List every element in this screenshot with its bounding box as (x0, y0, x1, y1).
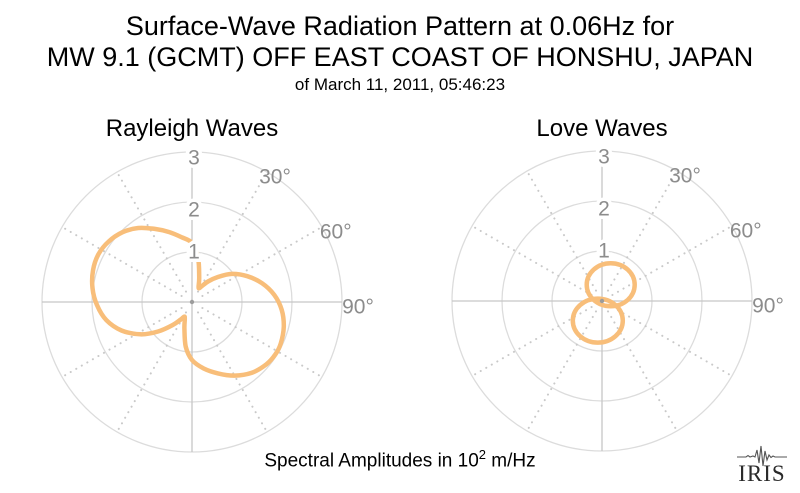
azimuth-label-90: 90° (342, 296, 374, 319)
radial-tick-label-3: 3 (188, 147, 200, 170)
azimuth-label-60: 60° (730, 220, 762, 243)
rayleigh-plot-title: Rayleigh Waves (105, 115, 279, 142)
azimuth-label-30: 30° (259, 166, 291, 189)
dotted-spoke-60 (201, 226, 323, 297)
radial-tick-label-2: 2 (188, 199, 200, 222)
seismogram-trace-icon (737, 445, 787, 467)
rayleigh-polar-plot: 1 2 3 30° 60° 90° (41, 143, 374, 453)
amplitude-units-caption: Spectral Amplitudes in 102 m/Hz (0, 447, 800, 472)
caption-prefix: Spectral Amplitudes in 10 (264, 450, 479, 472)
figure-title-date: of March 11, 2011, 05:46:23 (294, 75, 506, 94)
love-polar-plot: 1 2 3 30° 60° 90° (451, 142, 784, 452)
iris-logo-text: IRIS (738, 461, 785, 486)
figure-title-line1: Surface-Wave Radiation Pattern at 0.06Hz… (125, 11, 675, 41)
dotted-spoke-210 (526, 310, 597, 432)
dotted-spoke-330 (526, 170, 597, 292)
love-plot-title: Love Waves (536, 115, 668, 142)
caption-suffix: m/Hz (486, 450, 536, 472)
radial-tick-label-1: 1 (188, 241, 200, 264)
dotted-spoke-30 (197, 171, 268, 293)
dotted-spoke-330 (116, 171, 187, 293)
radial-tick-label-1: 1 (598, 240, 610, 263)
iris-logo: IRIS (737, 445, 787, 486)
dotted-spoke-300 (471, 225, 593, 296)
plot-center-dot (599, 298, 605, 304)
radial-tick-label-2: 2 (598, 198, 610, 221)
dotted-spoke-240 (471, 306, 593, 377)
azimuth-label-60: 60° (320, 221, 352, 244)
azimuth-label-30: 30° (669, 165, 701, 188)
azimuth-label-90: 90° (752, 295, 784, 318)
love-radiation-pattern-lobe-0 (584, 261, 637, 309)
dotted-spoke-240 (61, 307, 183, 378)
figure-title-line2: MW 9.1 (GCMT) OFF EAST COAST OF HONSHU, … (46, 42, 754, 72)
rayleigh-radiation-pattern-curve (89, 225, 287, 378)
dotted-spoke-210 (116, 311, 187, 433)
radial-tick-label-3: 3 (598, 146, 610, 169)
dotted-spoke-30 (607, 170, 678, 292)
dotted-spoke-60 (611, 225, 733, 296)
dotted-spoke-150 (607, 310, 678, 432)
dotted-spoke-150 (197, 311, 268, 433)
caption-exponent: 2 (478, 447, 487, 462)
dotted-spoke-120 (611, 306, 733, 377)
love-radiation-pattern-lobe-1 (570, 296, 626, 345)
dotted-spoke-300 (61, 226, 183, 297)
dotted-spoke-120 (201, 307, 323, 378)
plot-center-dot (189, 299, 195, 305)
